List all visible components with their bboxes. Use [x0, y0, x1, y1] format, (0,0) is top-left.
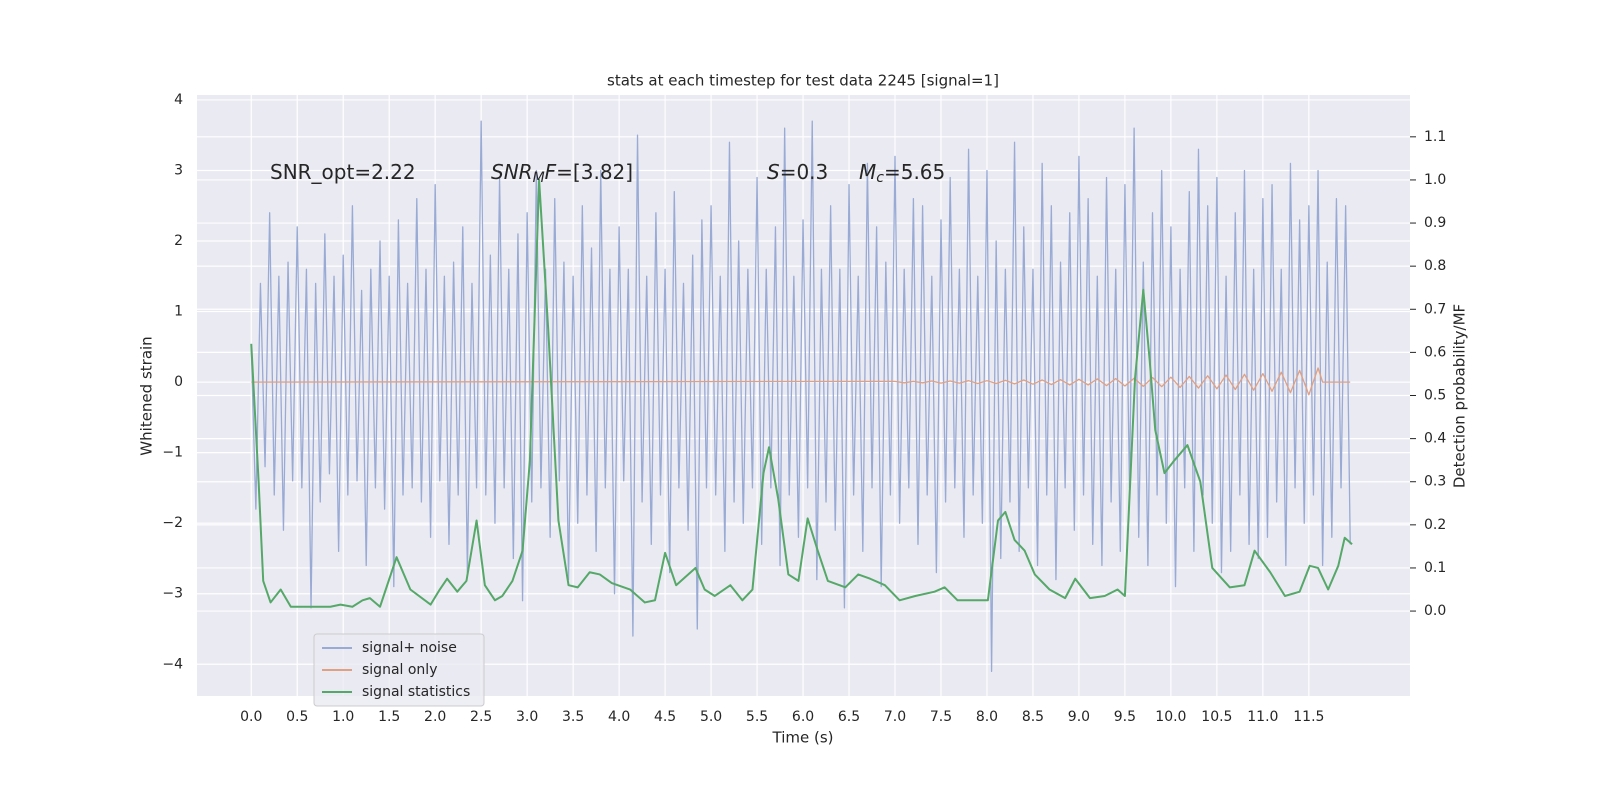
x-tick-label: 2.0 — [424, 709, 446, 725]
y2-tick-label: 0.0 — [1424, 603, 1446, 619]
y-tick-label: 3 — [174, 162, 183, 178]
x-tick-label: 6.0 — [792, 709, 814, 725]
legend-label: signal only — [362, 662, 437, 678]
y-tick-label: 4 — [174, 92, 183, 108]
annotation-part: SNR_opt=2.22 — [270, 160, 416, 184]
x-tick-label: 4.5 — [654, 709, 676, 725]
legend-label: signal statistics — [362, 684, 470, 700]
annotation: SNR_opt=2.22 — [270, 160, 416, 184]
y2-tick-label: 1.0 — [1424, 172, 1446, 188]
x-tick-label: 11.5 — [1293, 709, 1324, 725]
x-tick-label: 7.0 — [884, 709, 906, 725]
legend-box — [313, 633, 485, 707]
x-tick-label: 2.5 — [470, 709, 492, 725]
x-tick-label: 0.0 — [240, 709, 262, 725]
legend: signal+ noise signal only signal statistic… — [313, 633, 485, 707]
y-tick-label: 1 — [174, 304, 183, 320]
y-tick-label: −1 — [162, 445, 183, 461]
axes: 0.0 0.5 1.0 1.5 2.0 2.5 3.0 3.5 4.0 4.5 5.0 5.5 6.0 6… — [162, 92, 1446, 725]
annotation-part: c — [876, 170, 884, 186]
x-tick-label: 6.5 — [838, 709, 860, 725]
annotation-part: F — [545, 160, 557, 184]
y2-tick-label: 0.9 — [1424, 215, 1446, 231]
series-line — [251, 367, 1351, 396]
x-tick-label: 4.0 — [608, 709, 630, 725]
series-line — [250, 120, 1351, 672]
annotation-part: M — [859, 160, 876, 184]
y2-tick-label: 0.1 — [1424, 560, 1446, 576]
y2-tick-label: 1.1 — [1424, 129, 1446, 145]
x-tick-label: 11.0 — [1247, 709, 1278, 725]
x-tick-label: 5.0 — [700, 709, 722, 725]
legend-label: signal+ noise — [362, 640, 457, 656]
x-tick-label: 3.0 — [516, 709, 538, 725]
y2-tick-label: 0.2 — [1424, 517, 1446, 533]
grid — [197, 95, 1410, 696]
x-tick-label: 9.5 — [1114, 709, 1136, 725]
y2-tick-label: 0.5 — [1424, 388, 1446, 404]
x-tick-label: 8.5 — [1022, 709, 1044, 725]
annotation: S=0.3 — [767, 160, 828, 184]
x-tick-label: 0.5 — [286, 709, 308, 725]
y-tick-label: 2 — [174, 233, 183, 249]
y2-axis-label: Detection probability/MF — [1451, 304, 1469, 488]
x-tick-label: 7.5 — [930, 709, 952, 725]
annotation-part: =5.65 — [884, 160, 945, 184]
y2-tick-label: 0.6 — [1424, 344, 1446, 360]
y2-tick-label: 0.7 — [1424, 301, 1446, 317]
y2-tick-label: 0.3 — [1424, 474, 1446, 490]
y-tick-label: −2 — [162, 515, 183, 531]
y2-tick-label: 0.4 — [1424, 431, 1446, 447]
annotation: Mc=5.65 — [859, 160, 945, 187]
x-tick-label: 1.5 — [378, 709, 400, 725]
x-tick-label: 1.0 — [332, 709, 354, 725]
series-line — [250, 178, 1353, 608]
annotation-part: =0.3 — [780, 160, 829, 184]
x-tick-label: 3.5 — [562, 709, 584, 725]
annotation-part: M — [533, 170, 545, 186]
marks — [250, 120, 1353, 672]
x-tick-label: 10.0 — [1155, 709, 1186, 725]
y-tick-label: 0 — [174, 374, 183, 390]
y-axis-label: Whitened strain — [138, 336, 156, 455]
y-tick-label: −4 — [162, 656, 183, 672]
x-tick-label: 5.5 — [746, 709, 768, 725]
annotation-part: SNR — [491, 160, 533, 184]
y2-tick-label: 0.8 — [1424, 258, 1446, 274]
x-tick-label: 9.0 — [1068, 709, 1090, 725]
x-tick-label: 10.5 — [1201, 709, 1232, 725]
annotation-part: =[3.82] — [556, 160, 633, 184]
y-tick-label: −3 — [162, 586, 183, 602]
x-axis-label: Time (s) — [772, 729, 834, 747]
x-tick-label: 8.0 — [976, 709, 998, 725]
annotation: SNRMF=[3.82] — [491, 160, 633, 187]
chart-title: stats at each timestep for test data 224… — [607, 72, 999, 90]
annotation-part: S — [767, 160, 780, 184]
